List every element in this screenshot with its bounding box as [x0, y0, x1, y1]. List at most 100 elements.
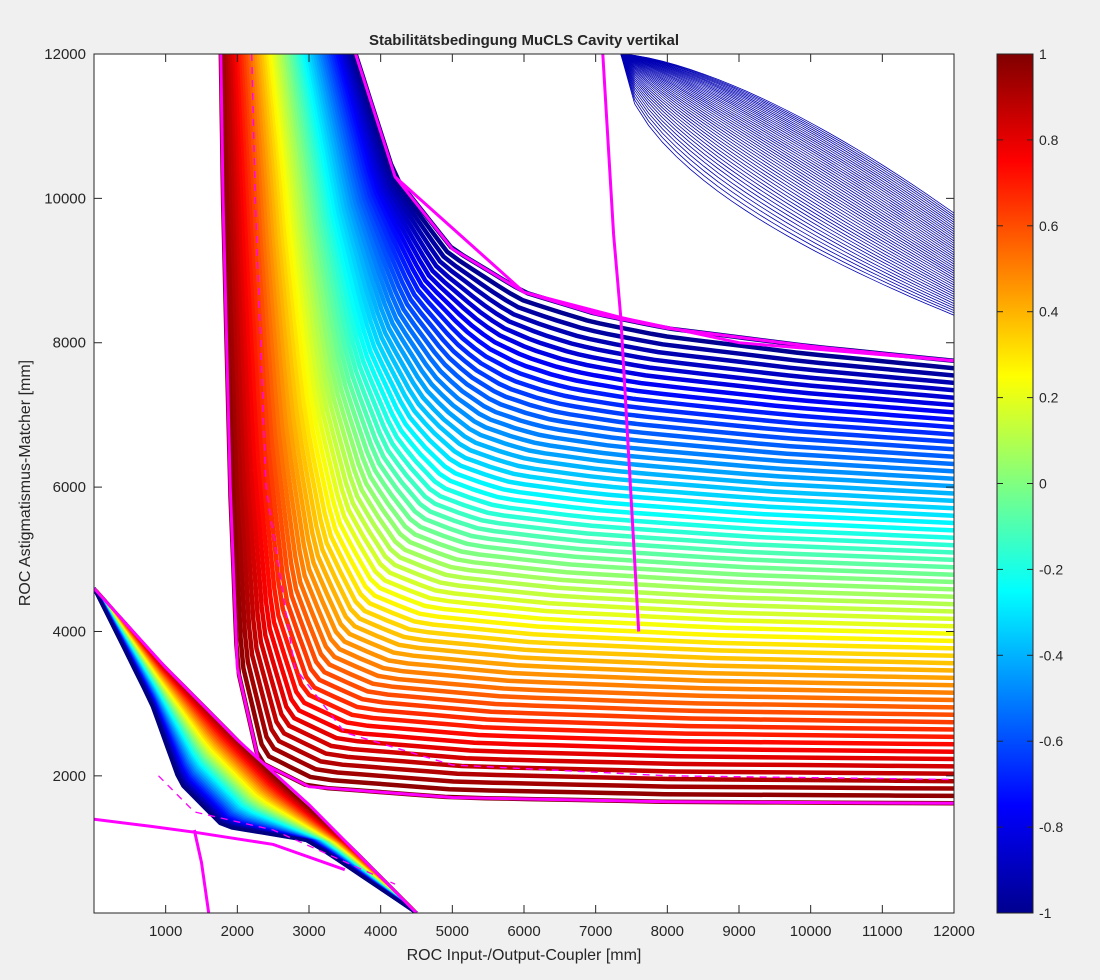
- boundary-upper-right-horizontal: [393, 175, 954, 363]
- colorbar-tick-label: 0.2: [1039, 390, 1059, 406]
- colorbar-tick-label: -0.2: [1039, 561, 1063, 577]
- contour-line-upper-right: [620, 54, 954, 263]
- zero-contour-main: [251, 54, 954, 781]
- contour-line-upper-right: [620, 54, 954, 291]
- y-tick-label: 6000: [53, 479, 86, 496]
- contour-line-upper-right: [620, 54, 954, 233]
- contour-line-main: [301, 54, 954, 533]
- contour-line-upper-right: [620, 54, 954, 307]
- contour-line-upper-right: [620, 54, 954, 265]
- contour-line-upper-right: [620, 54, 954, 226]
- x-tick-label: 7000: [579, 923, 612, 940]
- contour-line-main: [299, 54, 954, 541]
- contour-line-main: [333, 54, 954, 430]
- contour-line-upper-right: [620, 54, 954, 314]
- colorbar-tick-label: 0.8: [1039, 132, 1059, 148]
- boundary-lower-left-vertical: [192, 829, 211, 913]
- contour-line-main: [321, 54, 954, 467]
- contour-line-upper-right: [620, 54, 954, 219]
- contour-line-main: [241, 54, 954, 732]
- contour-line-upper-right: [620, 54, 954, 244]
- contour-line-upper-right: [620, 54, 954, 223]
- contour-line-upper-right: [620, 54, 954, 246]
- contour-line-main: [225, 54, 954, 784]
- plot-regions: [94, 54, 954, 913]
- contour-line-upper-right: [620, 54, 954, 277]
- x-tick-label: 4000: [364, 923, 397, 940]
- y-axis: 2000 4000 6000 8000 10000 12000: [44, 46, 954, 785]
- x-tick-label: 12000: [933, 923, 975, 940]
- contour-line-main: [315, 54, 954, 489]
- contour-line-main: [310, 54, 954, 504]
- contour-line-main: [308, 54, 954, 511]
- contour-line-main: [259, 54, 954, 673]
- contour-line-main: [339, 54, 954, 408]
- contour-line-main: [245, 54, 954, 718]
- chart-title: Stabilitätsbedingung MuCLS Cavity vertik…: [369, 32, 679, 49]
- contour-line-main: [303, 54, 954, 526]
- contour-line-main: [268, 54, 954, 644]
- x-tick-label: 10000: [790, 923, 832, 940]
- boundary-lower-left-diagonal: [94, 587, 418, 913]
- contour-line-main: [292, 54, 954, 563]
- contour-line-main: [256, 54, 954, 681]
- contour-line-main: [348, 54, 954, 378]
- colorbar-tick-label: 1: [1039, 46, 1047, 62]
- contour-line-upper-right: [620, 54, 954, 293]
- y-tick-label: 10000: [44, 190, 86, 207]
- colorbar-tick-label: 0: [1039, 476, 1047, 492]
- contour-line-main: [288, 54, 954, 577]
- contour-line-upper-right: [620, 54, 954, 267]
- contour-line-main: [290, 54, 954, 570]
- contour-line-main: [342, 54, 954, 400]
- contour-line-main: [234, 54, 954, 754]
- contour-line-upper-right: [620, 54, 954, 256]
- contour-line-main: [330, 54, 954, 437]
- x-axis: 1000 2000 3000 4000 5000 6000 7000 8000 9000 1000…: [149, 54, 975, 940]
- x-tick-label: 1000: [149, 923, 182, 940]
- contour-line-upper-right: [620, 54, 954, 286]
- contour-line-upper-right: [620, 54, 954, 216]
- contour-line-main: [281, 54, 954, 600]
- contour-line-main: [247, 54, 954, 710]
- contour-line-main: [229, 54, 954, 769]
- contour-line-upper-right: [620, 54, 954, 253]
- contour-line-main: [220, 54, 954, 799]
- contour-line-main: [276, 54, 954, 614]
- contour-line-main: [283, 54, 954, 592]
- contour-line-main: [250, 54, 954, 703]
- contour-line-main: [319, 54, 954, 474]
- contour-line-upper-right: [620, 54, 954, 309]
- contour-line-upper-right: [620, 54, 954, 221]
- colorbar-tick-label: -1: [1039, 905, 1052, 921]
- contour-line-main: [294, 54, 954, 555]
- contour-line-main: [317, 54, 954, 482]
- y-axis-label: ROC Astigmatismus-Matcher [mm]: [17, 360, 34, 606]
- colorbar-tick-label: 0.4: [1039, 304, 1059, 320]
- colorbar-tick-label: -0.8: [1039, 819, 1063, 835]
- contour-line-upper-right: [620, 54, 954, 272]
- contour-line-upper-right: [620, 54, 954, 304]
- y-tick-label: 4000: [53, 623, 86, 640]
- colorbar-ticks: -1 -0.8 -0.6 -0.4 -0.2 0 0.2 0.4 0.6 0.8 1: [997, 46, 1063, 921]
- contour-line-main: [223, 54, 954, 791]
- contour-line-main: [326, 54, 954, 452]
- x-tick-label: 3000: [292, 923, 325, 940]
- contour-line-upper-right: [620, 54, 954, 235]
- contour-line-main: [279, 54, 954, 607]
- contour-line-upper-right: [620, 54, 954, 242]
- contour-line-main: [285, 54, 954, 585]
- contour-line-upper-right: [620, 54, 954, 316]
- contour-line-upper-right: [620, 54, 954, 297]
- x-axis-label: ROC Input-/Output-Coupler [mm]: [407, 947, 642, 964]
- contour-line-upper-right: [620, 54, 954, 274]
- colorbar-tick-label: -0.4: [1039, 647, 1063, 663]
- contour-line-upper-right: [620, 54, 954, 260]
- contour-line-lower-left: [94, 587, 418, 913]
- contour-line-upper-right: [620, 54, 954, 288]
- contour-line-upper-right: [620, 54, 954, 251]
- contour-line-main: [274, 54, 954, 622]
- x-tick-label: 11000: [862, 923, 903, 940]
- x-tick-label: 6000: [507, 923, 540, 940]
